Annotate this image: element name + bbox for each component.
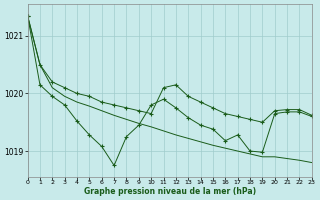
X-axis label: Graphe pression niveau de la mer (hPa): Graphe pression niveau de la mer (hPa): [84, 187, 256, 196]
